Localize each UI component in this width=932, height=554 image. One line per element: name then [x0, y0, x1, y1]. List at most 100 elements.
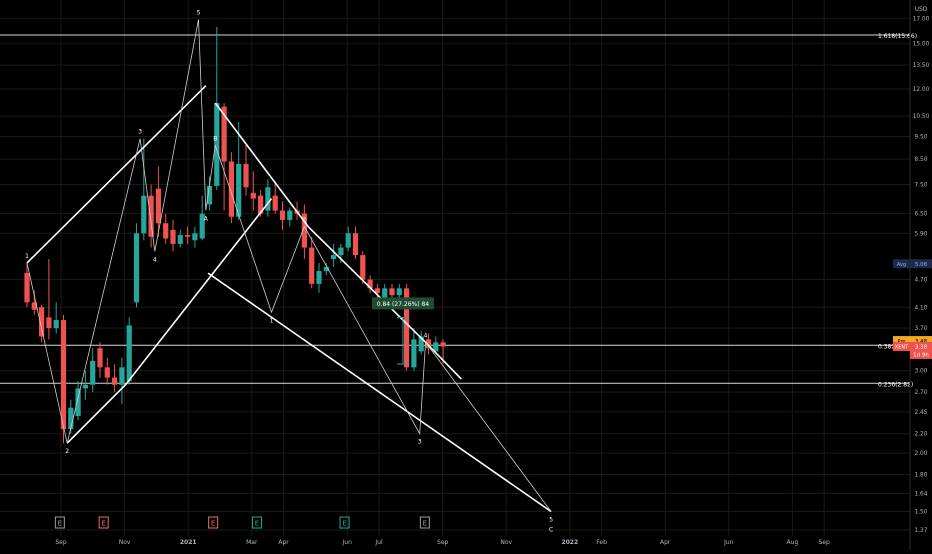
- earnings-marker-box: [54, 516, 65, 529]
- candle-body: [352, 233, 359, 256]
- x-tick-label: Apr: [660, 539, 671, 546]
- wave-label: 4: [424, 332, 428, 339]
- wave-label: 4: [153, 256, 157, 263]
- candle-body: [185, 235, 191, 237]
- trend-line: [66, 384, 127, 444]
- candle-body: [360, 255, 366, 280]
- x-tick-label: 2021: [180, 539, 197, 546]
- earnings-marker[interactable]: E: [251, 516, 262, 529]
- earnings-marker-label: E: [342, 520, 346, 528]
- candle-body: [265, 187, 271, 211]
- earnings-marker[interactable]: E: [419, 516, 430, 529]
- measure-label: 0.84 (27.26%) 84: [377, 301, 430, 308]
- y-tick-label: 4.70: [915, 278, 928, 284]
- candle-body: [170, 229, 176, 244]
- y-tick-label: 2.45: [915, 410, 928, 416]
- candle-body: [31, 302, 37, 310]
- candle-body: [250, 192, 256, 199]
- candle-body: [97, 348, 103, 368]
- candle-body: [236, 163, 242, 217]
- x-tick-label: Aug: [787, 539, 799, 546]
- y-tick-label: 1.50: [915, 510, 928, 516]
- candle-body: [141, 195, 147, 234]
- candle-body: [338, 247, 344, 256]
- price-badge: [910, 259, 932, 269]
- candle-body: [75, 388, 81, 417]
- y-tick-label: 5.90: [915, 231, 928, 237]
- earnings-marker[interactable]: E: [339, 516, 350, 529]
- price-badge-tag-label: Pre: [898, 339, 906, 345]
- wave-label: B: [213, 135, 217, 142]
- wave-label: A: [204, 216, 209, 223]
- trend-line: [26, 85, 207, 264]
- candle-body: [228, 161, 234, 217]
- candle-body: [367, 279, 373, 289]
- candle-body: [389, 288, 395, 296]
- earnings-marker[interactable]: E: [98, 516, 109, 529]
- y-tick-label: 17.00: [913, 16, 930, 22]
- candle-body: [119, 367, 125, 385]
- candle-body: [404, 288, 410, 368]
- candles: [24, 26, 446, 444]
- trend-line: [124, 198, 273, 386]
- candle-body: [382, 288, 388, 298]
- candle-body: [243, 163, 249, 188]
- y-tick-label: 8.50: [915, 157, 928, 163]
- y-tick-label: 4.10: [915, 305, 928, 311]
- wave-label: 3: [418, 439, 422, 446]
- candle-body: [440, 342, 446, 347]
- candle-body: [126, 325, 132, 382]
- earnings-marker-box: [339, 516, 350, 529]
- x-tick-label: Jun: [342, 539, 353, 546]
- candle-body: [53, 320, 59, 329]
- y-tick-label: 3.00: [915, 369, 928, 375]
- y-tick-label: 12.00: [913, 87, 930, 93]
- level-label: 0.382: [878, 343, 895, 350]
- price-badge-tag-label: XENT: [895, 345, 909, 351]
- earnings-marker-box: [251, 516, 262, 529]
- x-tick-label: Nov: [119, 539, 131, 546]
- wave-overlay: 1 2 3 4 5 A B 1 2 3 4 5 C 0.84 (27.26%) 84: [25, 9, 553, 533]
- level-label: 1.618(15.66): [878, 33, 917, 40]
- candle-body: [104, 367, 110, 378]
- x-tick-label: Sep: [819, 539, 831, 546]
- y-tick-label: 6.50: [915, 212, 928, 218]
- candle-body: [60, 320, 67, 430]
- trend-line: [214, 102, 309, 228]
- earnings-marker-label: E: [58, 520, 62, 528]
- y-tick-label: 1.64: [915, 491, 928, 497]
- y-tick-label: 15.00: [913, 42, 930, 48]
- candle-body: [316, 271, 322, 284]
- horizontal-levels: 1.618(15.66) 0.382 0.236(2.82): [0, 33, 917, 388]
- candle-body: [301, 213, 307, 248]
- earnings-marker[interactable]: E: [208, 516, 219, 529]
- wave-label: 1: [25, 253, 29, 260]
- x-tick-label: Feb: [596, 539, 607, 546]
- candle-body: [68, 407, 74, 430]
- candle-body: [82, 384, 88, 389]
- wave-label: 5: [197, 9, 201, 16]
- candle-body: [177, 235, 183, 244]
- level-label: 0.236(2.82): [878, 381, 913, 388]
- candle-body: [133, 233, 140, 303]
- candle-body: [323, 266, 329, 272]
- wave-label: 3: [138, 129, 142, 136]
- candle-body: [258, 195, 264, 214]
- candle-body: [163, 223, 169, 239]
- price-badge-tag: [893, 341, 910, 351]
- earnings-marker[interactable]: E: [54, 516, 65, 529]
- x-tick-label: Jun: [723, 539, 734, 546]
- x-tick-label: Jul: [374, 539, 383, 546]
- y-tick-label: 10.50: [913, 114, 930, 120]
- candle-body: [155, 188, 161, 224]
- y-tick-label: 1.80: [915, 473, 928, 479]
- trend-line: [425, 341, 462, 380]
- earnings-marker-box: [208, 516, 219, 529]
- trend-line: [207, 272, 552, 513]
- price-badge-value: 5.08: [915, 262, 928, 268]
- y-tick-label: 13.50: [913, 63, 930, 69]
- candle-body: [345, 233, 351, 248]
